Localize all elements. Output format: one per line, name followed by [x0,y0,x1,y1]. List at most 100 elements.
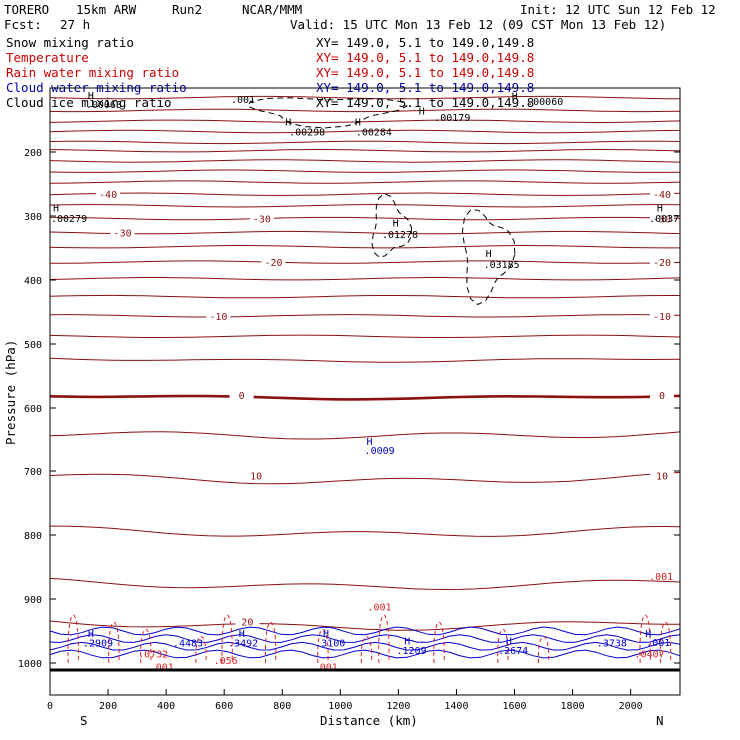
cloud-water-contour [49,634,681,644]
y-tick-label: 1000 [18,659,42,670]
high-marker: H [419,106,425,117]
temperature-label: -30 [114,229,132,240]
y-tick-label: 600 [24,404,42,415]
axes: 0 200 400 600 800 1000 1200 1400 1600 1800 2000200… [18,148,680,712]
y-tick-label: 700 [24,467,42,478]
temperature-contour [49,159,681,163]
high-marker: H [486,249,492,260]
rain-contour [221,614,233,664]
extremum-label: .00063 [86,100,122,111]
high-marker: H [657,204,663,215]
contour-label-bg [235,615,260,627]
rain-contour [264,621,277,664]
right-endpoint: N [656,713,664,728]
temperature-contour [49,148,681,153]
temperature-contours: -40 -40 -30 -30 -30 -20 -20 -10 -10 0 0 10 10 20 [49,95,681,631]
extremum-label: .3492 [228,639,258,650]
temperature-contour [49,180,681,184]
fcst-label: Fcst: [4,17,42,32]
high-marker: H [88,629,94,640]
init-time: Init: 12 UTC Sun 12 Feb 12 [520,2,716,17]
extremum-label: .001 [231,95,255,106]
rain-contour [659,621,672,664]
temperature-contour [49,577,681,591]
high-marker: H [367,437,373,448]
y-axis-label: Pressure (hPa) [3,340,18,445]
temperature-contour [49,204,681,208]
temperature-contour [50,260,681,264]
temperature-label-right: 10 [656,471,668,482]
cloud-ice-contour [371,193,413,258]
extremum-label: .001 [314,663,338,674]
temperature-label: -40 [99,190,117,201]
rain-contour [433,621,445,664]
high-marker: H [404,637,410,648]
temperature-label: -30 [253,215,271,226]
extremum-label: .00279 [51,214,87,225]
high-marker: H [53,204,59,215]
contour-label-bg [650,389,674,401]
rain-contour [317,629,329,664]
y-tick-label: 800 [24,531,42,542]
legend-rain-range: XY= 149.0, 5.1 to 149.0,149.8 [316,65,534,80]
rain-contour [108,621,120,664]
extremum-label: .0732 [138,649,168,660]
high-marker: H [512,92,518,103]
contour-label-bg [229,389,254,401]
extremum-label: .3738 [597,639,627,650]
high-marker: H [355,117,361,128]
temperature-contour [50,216,681,221]
cloud-ice-contours [247,97,516,306]
extremum-label: .056 [214,656,238,667]
temperature-contour [49,394,681,401]
contour-label-bg [650,188,674,200]
temperature-label: 20 [241,617,253,628]
x-axis-label: Distance (km) [320,713,418,728]
extremum-label: .01278 [382,230,418,241]
extremum-label: .2909 [83,639,113,650]
boundary-layer-contours [49,614,681,664]
contour-label-bg [249,212,274,224]
temperature-contour [49,119,681,124]
plot-frame [49,87,681,696]
x-tick-label: 1800 [561,701,585,712]
temperature-label-right: 0 [659,391,665,402]
extremum-label: .0037 [649,214,679,225]
grid-label: 15km ARW [76,2,137,17]
x-tick-label: 1600 [502,701,526,712]
left-endpoint: S [80,713,88,728]
high-marker: H [323,629,329,640]
x-tick-label: 1200 [386,701,410,712]
temperature-label-right: -20 [653,258,671,269]
temperature-contour [49,294,680,299]
temperature-label: -20 [265,258,283,269]
high-marker: H [285,117,291,128]
x-tick-label: 1400 [444,701,468,712]
rain-contour [360,636,373,664]
high-marker: H [393,218,399,229]
temperature-contour [49,472,681,485]
temperature-label-right: -10 [653,312,671,323]
rain-contour [639,614,651,664]
extremum-label: .2674 [498,646,528,657]
extremum-label: .00179 [434,113,470,124]
rain-contour [537,636,550,664]
temperature-contour [50,525,681,537]
legend-snow-range: XY= 149.0, 5.1 to 149.0,149.8 [316,35,534,50]
temperature-contour [49,334,681,338]
contour-label-bg [650,256,674,268]
extremum-label: .1209 [396,646,426,657]
temperature-contour [49,129,681,134]
extremum-label: .00060 [527,97,563,108]
extremum-label: .3100 [315,639,345,650]
extremum-label: .0009 [365,446,395,457]
model-name: TORERO [4,2,49,17]
cloud-ice-contour [247,97,408,129]
cloud-water-contour [49,626,681,636]
high-marker: H [239,629,245,640]
fcst-value: 27 h [60,17,90,32]
extremum-label: .00284 [356,128,392,139]
x-tick-label: 200 [99,701,117,712]
